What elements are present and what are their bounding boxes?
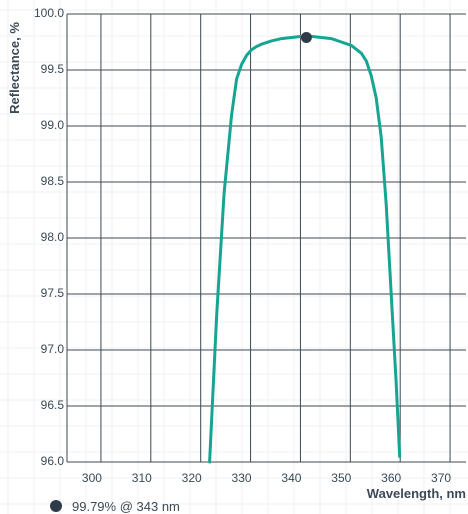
y-tick-label: 98.5: [41, 174, 65, 188]
x-tick-label: 310: [132, 471, 152, 485]
y-tick-label: 99.0: [41, 118, 65, 132]
x-tick-label: 300: [82, 471, 102, 485]
y-tick-labels: 96.0 96.5 97.0 97.5 98.0 98.5 99.0 99.5 100.0: [34, 6, 64, 468]
x-tick-labels: 300 310 320 330 340 350 360 370: [82, 471, 451, 485]
x-tick-label: 360: [381, 471, 401, 485]
x-axis-label: Wavelength, nm: [367, 486, 466, 501]
x-tick-label: 370: [431, 471, 451, 485]
x-tick-label: 320: [182, 471, 202, 485]
y-tick-label: 99.5: [41, 62, 65, 76]
y-tick-label: 97.0: [41, 342, 65, 356]
y-tick-label: 98.0: [41, 230, 65, 244]
y-tick-label: 96.0: [41, 454, 65, 468]
y-axis-label: Reflectance, %: [7, 22, 22, 114]
peak-marker: [300, 32, 312, 44]
reflectance-series-line: [208, 34, 402, 464]
plot-grid: [66, 13, 466, 463]
legend-marker: [50, 500, 62, 512]
x-tick-label: 350: [331, 471, 351, 485]
y-tick-label: 100.0: [34, 6, 64, 20]
y-tick-label: 96.5: [41, 398, 65, 412]
y-tick-label: 97.5: [41, 286, 65, 300]
series-layer: [208, 32, 402, 464]
x-tick-label: 340: [281, 471, 301, 485]
legend-label: 99.79% @ 343 nm: [72, 499, 180, 514]
x-tick-label: 330: [232, 471, 252, 485]
